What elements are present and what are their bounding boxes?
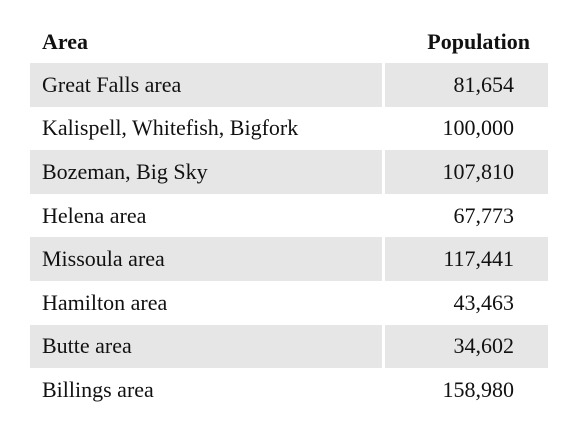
population-cell: 81,654	[385, 63, 548, 107]
area-cell: Hamilton area	[30, 280, 385, 325]
table-body: Great Falls area 81,654 Kalispell, Whitefi…	[30, 63, 548, 412]
table-row: Helena area 67,773	[30, 193, 548, 238]
table-header: Area Population	[30, 20, 548, 63]
population-cell: 158,980	[442, 376, 515, 402]
area-cell: Great Falls area	[30, 63, 385, 107]
area-cell: Missoula area	[30, 237, 385, 281]
area-cell: Bozeman, Big Sky	[30, 150, 385, 194]
population-cell: 43,463	[453, 289, 515, 315]
header-row: Area Population	[30, 20, 548, 63]
area-cell: Kalispell, Whitefish, Bigfork	[30, 106, 385, 151]
population-table: Area Population Great Falls area 81,654 Ka…	[30, 20, 548, 412]
table-row: Bozeman, Big Sky 107,810	[30, 150, 548, 194]
table-row: Butte area 34,602	[30, 324, 548, 369]
population-cell: 67,773	[453, 202, 515, 228]
population-cell: 107,810	[385, 150, 548, 194]
area-cell: Billings area	[30, 368, 385, 412]
table-row: Hamilton area 43,463	[30, 280, 548, 325]
header-cell: Population	[427, 28, 530, 54]
area-cell: Butte area	[30, 324, 385, 369]
header-cell: Area	[30, 20, 385, 63]
table-row: Great Falls area 81,654	[30, 63, 548, 107]
population-cell: 117,441	[385, 237, 548, 281]
population-cell: 100,000	[442, 115, 515, 141]
population-cell: 34,602	[385, 324, 548, 369]
table-row: Billings area 158,980	[30, 368, 548, 412]
table-row: Kalispell, Whitefish, Bigfork 100,000	[30, 106, 548, 151]
area-cell: Helena area	[30, 193, 385, 238]
table-row: Missoula area 117,441	[30, 237, 548, 281]
